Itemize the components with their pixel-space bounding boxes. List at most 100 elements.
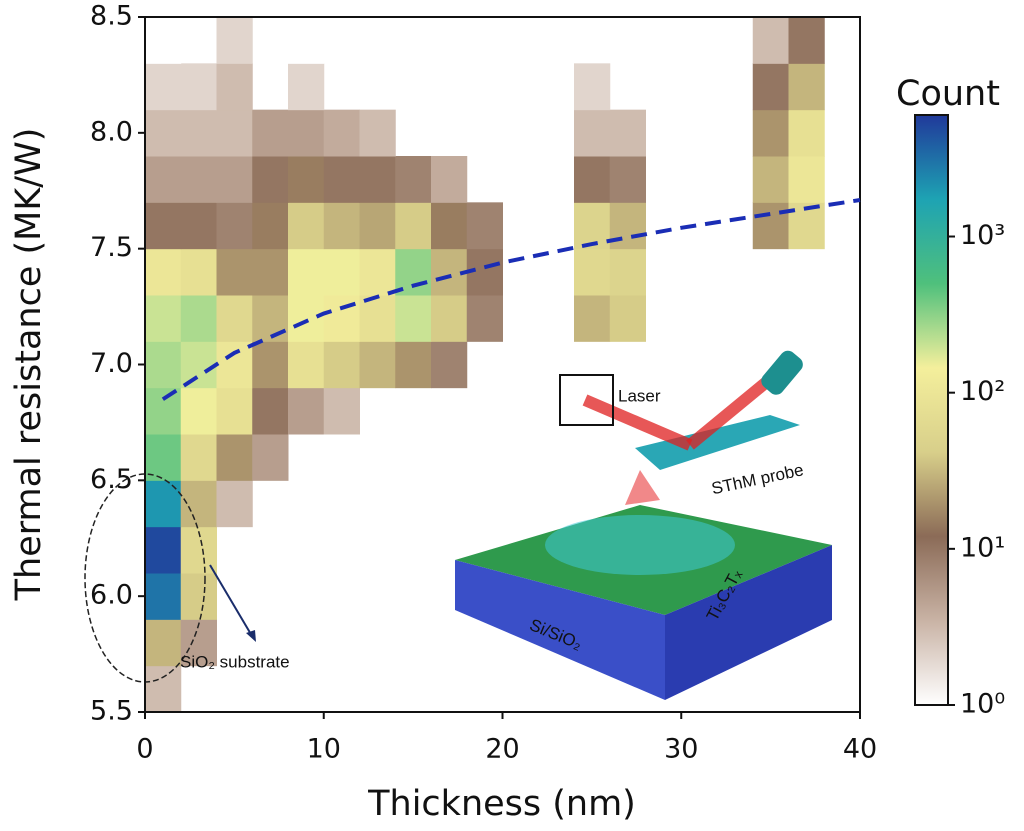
heatmap-cell: [145, 109, 182, 157]
heatmap-cell: [324, 527, 360, 574]
heatmap-cell: [359, 295, 396, 342]
heatmap-cell: [288, 17, 325, 64]
film-lattice: [545, 515, 735, 575]
heatmap-cell: [395, 17, 431, 64]
heatmap-cell: [252, 387, 289, 435]
heatmap-cell: [789, 249, 825, 296]
heatmap-cell: [323, 387, 360, 435]
y-tick-label: 8.0: [90, 116, 133, 147]
heatmap-cell: [431, 17, 467, 64]
heatmap-cell: [431, 202, 468, 250]
heatmap-cell: [145, 202, 182, 250]
heatmap-cell: [681, 110, 717, 157]
probe: [635, 415, 800, 470]
heatmap-cell: [467, 666, 503, 713]
heatmap-cell: [717, 341, 753, 388]
heatmap-cell: [610, 341, 646, 388]
heatmap-cell: [538, 434, 574, 481]
heatmap-cell: [288, 666, 324, 713]
heatmap-cell: [574, 109, 611, 157]
heatmap-cell: [145, 17, 182, 64]
heatmap-cell: [180, 202, 217, 250]
heatmap-cell: [824, 249, 860, 296]
heatmap-cell: [752, 17, 789, 64]
heatmap-cell: [395, 110, 431, 157]
heatmap-cell: [324, 573, 360, 620]
heatmap-cell: [824, 388, 860, 435]
x-tick-label: 10: [307, 734, 341, 765]
heatmap-cell: [216, 480, 253, 528]
inset-label: Laser: [618, 386, 661, 405]
heatmap-cell: [252, 63, 288, 110]
heatmap-cell: [431, 434, 467, 481]
heatmap-cell: [288, 619, 324, 666]
heatmap-cell: [252, 341, 289, 389]
heatmap-cell: [574, 248, 611, 296]
heatmap-cell: [681, 63, 717, 110]
heatmap-cell: [717, 17, 753, 64]
heatmap-cell: [467, 434, 503, 481]
heatmap-cell: [431, 63, 467, 110]
heatmap-cell: [145, 573, 182, 620]
heatmap-cell: [466, 295, 503, 342]
heatmap-cell: [431, 156, 468, 203]
heatmap-cell: [216, 156, 253, 203]
y-tick-label: 8.5: [90, 1, 133, 32]
heatmap-cell: [753, 295, 789, 342]
heatmap-cell: [395, 619, 431, 666]
heatmap-cell: [360, 17, 396, 64]
heatmap-cell: [431, 666, 467, 713]
heatmap-cell: [395, 341, 432, 389]
y-tick-label: 5.5: [90, 696, 133, 727]
heatmap-cell: [503, 388, 539, 435]
colorbar-label: Count: [896, 74, 1000, 114]
heatmap-cell: [824, 17, 860, 64]
heatmap-cell: [324, 63, 360, 110]
slab-side: [665, 545, 832, 700]
heatmap-cell: [216, 341, 253, 389]
heatmap-cell: [252, 156, 289, 203]
heatmap-cell: [323, 156, 360, 203]
heatmap-cell: [323, 248, 360, 296]
heatmap-cell: [180, 295, 217, 342]
heatmap-cell: [252, 527, 288, 574]
heatmap-cell: [252, 295, 289, 342]
heatmap-cell: [323, 341, 360, 389]
heatmap-cell: [788, 109, 825, 157]
heatmap-cell: [824, 202, 860, 249]
fit-line: [161, 198, 861, 401]
heatmap-cell: [180, 156, 217, 203]
heatmap-cell: [288, 156, 325, 203]
heatmap-cell: [609, 202, 646, 250]
heatmap-cell: [288, 63, 325, 111]
heatmap-cell: [824, 110, 860, 157]
heatmap-cell: [252, 109, 289, 157]
annotation-arrow: [209, 564, 253, 637]
heatmap-cell: [467, 110, 503, 157]
heatmap-cell: [503, 666, 539, 713]
heatmap-cell: [360, 388, 396, 435]
heatmap-cell: [538, 110, 574, 157]
x-tick-label: 30: [664, 734, 698, 765]
heatmap-cell: [503, 156, 539, 203]
heatmap-cell: [609, 109, 646, 157]
heatmap-cell: [360, 573, 396, 620]
heatmap-cell: [467, 388, 503, 435]
heatmap-cell: [324, 434, 360, 481]
heatmap-cell: [145, 619, 182, 667]
inset-illustration: Laser SThM probe Si/SiO₂ Ti₃C₂Tₓ: [455, 350, 832, 700]
y-tick-label: 7.0: [90, 348, 133, 379]
heatmap-cell: [395, 295, 432, 342]
heatmap-cell: [324, 666, 360, 713]
heatmap-cell: [538, 480, 574, 527]
heatmap-cell: [217, 666, 253, 713]
x-tick-label: 40: [843, 734, 877, 765]
laser-beam: [686, 370, 779, 450]
heatmap-cell: [789, 666, 825, 713]
heatmap-cell: [503, 295, 539, 342]
heatmap-cell: [288, 573, 324, 620]
heatmap-cell: [145, 248, 182, 296]
heatmap-cell: [788, 17, 825, 64]
heatmap-cell: [646, 341, 682, 388]
x-tick-label: 0: [136, 734, 153, 765]
